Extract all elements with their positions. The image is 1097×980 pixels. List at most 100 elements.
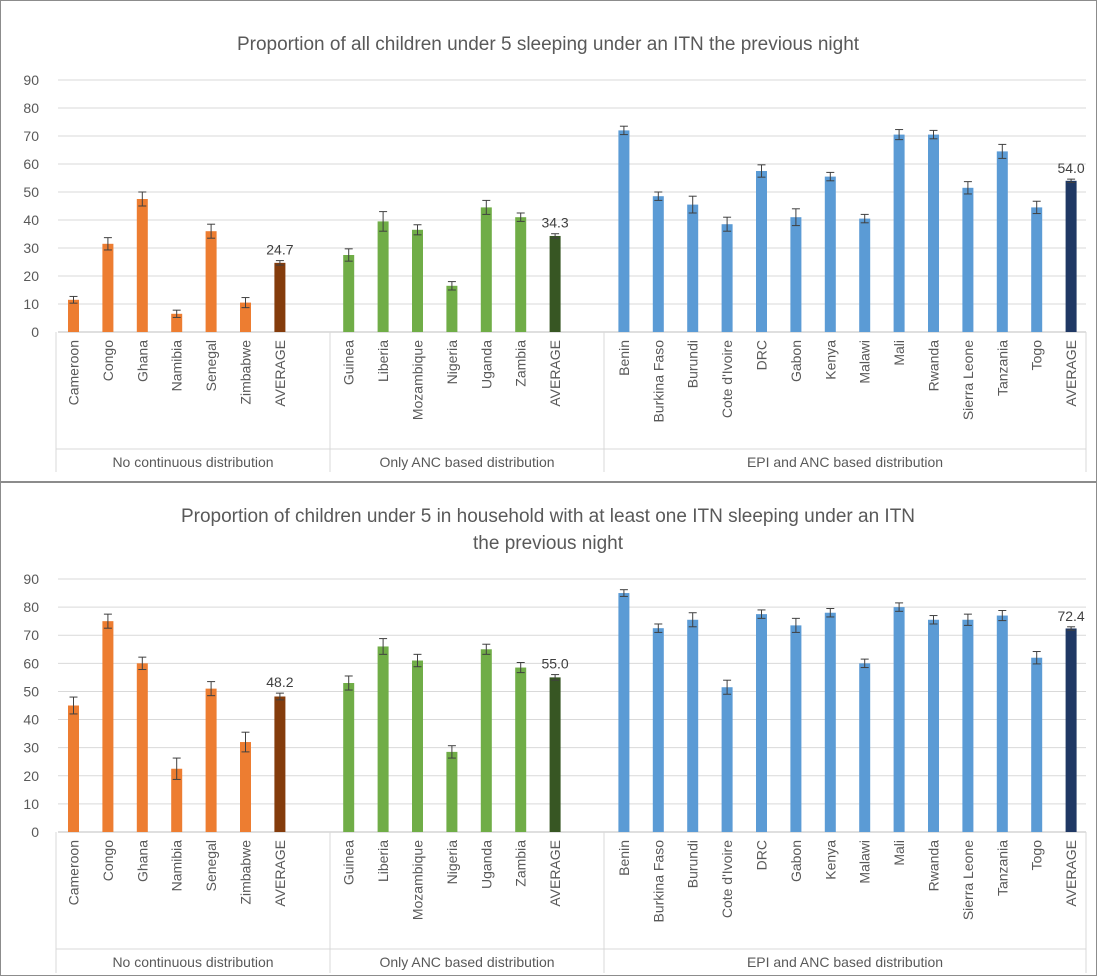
error-bar [860, 658, 869, 669]
bar [446, 751, 458, 832]
error-bar [723, 679, 732, 695]
y-tick-label: 30 [23, 240, 39, 256]
bar [171, 313, 183, 332]
category-label: Liberia [375, 840, 391, 882]
bar [343, 683, 355, 832]
bar [756, 614, 767, 832]
error-bar [688, 195, 697, 214]
error-bar [103, 613, 112, 629]
error-bar [344, 675, 353, 691]
average-data-label: 24.7 [266, 242, 293, 258]
chart-title: Proportion of children under 5 in househ… [181, 506, 915, 527]
error-bar [688, 612, 697, 628]
y-tick-label: 40 [23, 212, 39, 228]
error-bar [69, 295, 78, 304]
bar [274, 696, 286, 832]
error-bar [619, 589, 628, 597]
bar [790, 625, 802, 832]
bar [377, 221, 389, 332]
error-bar [379, 211, 388, 232]
error-bar [413, 653, 422, 668]
category-label: AVERAGE [1063, 340, 1079, 407]
error-bar [1032, 651, 1041, 665]
bar [343, 255, 355, 332]
category-label: AVERAGE [547, 840, 563, 907]
category-label: Ghana [134, 840, 150, 882]
bar [652, 196, 664, 332]
average-data-label: 54.0 [1057, 160, 1084, 176]
bar [721, 687, 733, 832]
category-label: Senegal [203, 340, 219, 391]
y-tick-label: 60 [23, 655, 39, 671]
y-tick-label: 20 [23, 768, 39, 784]
bar [618, 130, 630, 332]
error-bar [482, 199, 491, 215]
error-bar [207, 681, 216, 697]
y-tick-label: 10 [23, 796, 39, 812]
bar [928, 619, 939, 832]
bar [480, 207, 492, 332]
error-bar [103, 237, 112, 251]
average-data-label: 55.0 [541, 656, 568, 672]
y-tick-label: 0 [31, 324, 39, 340]
bar [824, 612, 836, 832]
error-bar [654, 623, 663, 633]
bar [68, 705, 79, 832]
bar [1031, 207, 1043, 332]
error-bar [516, 212, 525, 222]
bar [996, 151, 1008, 332]
category-label: Gabon [788, 840, 804, 882]
chart-title: Proportion of all children under 5 sleep… [237, 34, 860, 55]
category-label: Cote d'Ivoire [719, 840, 735, 918]
bar [136, 199, 148, 332]
category-label: Sierra Leone [960, 840, 976, 920]
error-bar [138, 656, 147, 671]
bar [480, 649, 492, 832]
category-label: Uganda [478, 340, 494, 389]
category-label: Togo [1029, 840, 1045, 871]
bar [721, 224, 733, 332]
error-bar [757, 164, 766, 178]
bar [68, 299, 79, 332]
category-label: Burundi [685, 840, 701, 888]
error-bar [998, 143, 1007, 159]
category-label: Benin [616, 840, 632, 876]
category-label: Namibia [169, 340, 185, 392]
error-bar [929, 615, 938, 625]
bar [205, 688, 217, 832]
group-label: Only ANC based distribution [379, 454, 554, 470]
error-bar [619, 125, 628, 136]
category-label: Cameroon [66, 840, 82, 905]
bar [102, 243, 114, 332]
bar [205, 231, 217, 332]
category-label: Mali [891, 340, 907, 366]
bar [515, 667, 527, 832]
category-label: Gabon [788, 340, 804, 382]
group-label: EPI and ANC based distribution [747, 954, 943, 970]
category-label: Mozambique [410, 840, 426, 920]
y-tick-label: 30 [23, 740, 39, 756]
error-bar [791, 208, 800, 227]
error-bar [826, 171, 835, 182]
error-bar [172, 309, 181, 318]
category-label: Congo [100, 840, 116, 881]
category-label: Burkina Faso [650, 340, 666, 423]
category-label: Malawi [857, 340, 873, 384]
category-label: Burundi [685, 340, 701, 388]
group-label: No continuous distribution [112, 954, 273, 970]
y-tick-label: 40 [23, 712, 39, 728]
category-label: Tanzania [994, 340, 1010, 396]
error-bar [69, 696, 78, 715]
error-bar [551, 233, 560, 239]
bar [240, 302, 251, 332]
bar [515, 217, 527, 332]
bar [652, 628, 664, 832]
category-label: AVERAGE [1063, 840, 1079, 907]
average-data-label: 48.2 [266, 674, 293, 690]
error-bar [447, 281, 456, 291]
category-label: Zimbabwe [238, 340, 254, 405]
error-bar [757, 609, 766, 619]
category-label: DRC [754, 340, 770, 370]
error-bar [1067, 178, 1076, 183]
error-bar [447, 745, 456, 759]
